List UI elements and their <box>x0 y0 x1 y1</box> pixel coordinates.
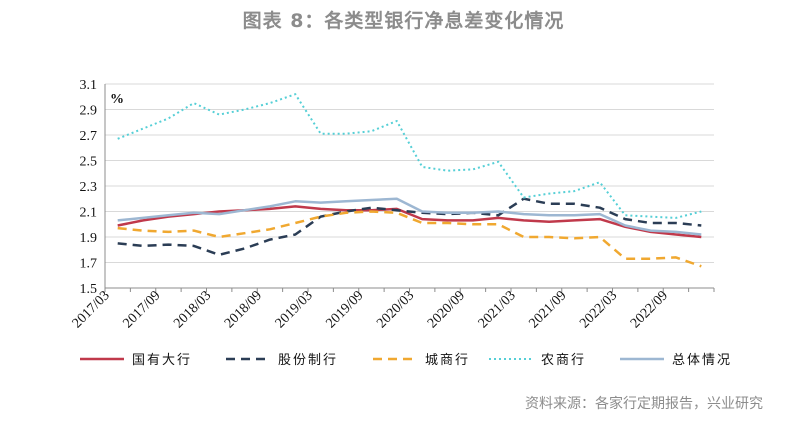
source-note: 资料来源：各家行定期报告，兴业研究 <box>525 396 763 412</box>
y-tick-label: 1.7 <box>80 257 98 272</box>
x-tick-label: 2019/09 <box>324 288 367 331</box>
y-tick-label: 2.9 <box>80 104 98 119</box>
series-line-5 <box>117 197 702 236</box>
y-tick-label: 1.9 <box>80 231 98 246</box>
x-tick-label: 2019/03 <box>273 288 316 331</box>
x-tick-label: 2021/09 <box>527 288 570 331</box>
y-tick-label: 2.5 <box>80 155 98 170</box>
x-tick-label: 2018/09 <box>222 288 265 331</box>
x-tick-label: 2020/03 <box>374 288 417 331</box>
y-tick-label: 2.7 <box>80 129 98 144</box>
series-line-1 <box>117 205 702 239</box>
x-tick-label: 2022/09 <box>628 288 671 331</box>
legend-label-4: 农商行 <box>541 353 586 368</box>
legend-label-5: 总体情况 <box>672 353 732 368</box>
legend: 国有大行 股份制行 城商行 农商行 总体情况 <box>80 353 732 368</box>
grid-lines <box>105 83 714 289</box>
x-tick-label: 2022/03 <box>577 288 620 331</box>
chart-title: 图表 8：各类型银行净息差变化情况 <box>242 10 565 32</box>
series-line-2 <box>117 197 702 257</box>
legend-label-1: 国有大行 <box>132 353 192 368</box>
series-line-3 <box>117 210 702 268</box>
x-tick-label: 2021/03 <box>476 288 519 331</box>
y-tick-label: 2.1 <box>80 206 98 221</box>
series-line-4 <box>117 93 702 219</box>
y-tick-label: 2.3 <box>80 180 98 195</box>
legend-label-2: 股份制行 <box>278 353 338 368</box>
y-tick-label: 3.1 <box>80 78 98 93</box>
x-tick-label: 2018/03 <box>171 288 214 331</box>
legend-label-3: 城商行 <box>425 353 470 368</box>
y-tick-label: 1.5 <box>80 282 98 297</box>
x-tick-label: 2017/09 <box>121 288 164 331</box>
y-unit-label: % <box>110 92 124 107</box>
series-lines <box>117 93 702 268</box>
x-tick-label: 2020/09 <box>425 288 468 331</box>
